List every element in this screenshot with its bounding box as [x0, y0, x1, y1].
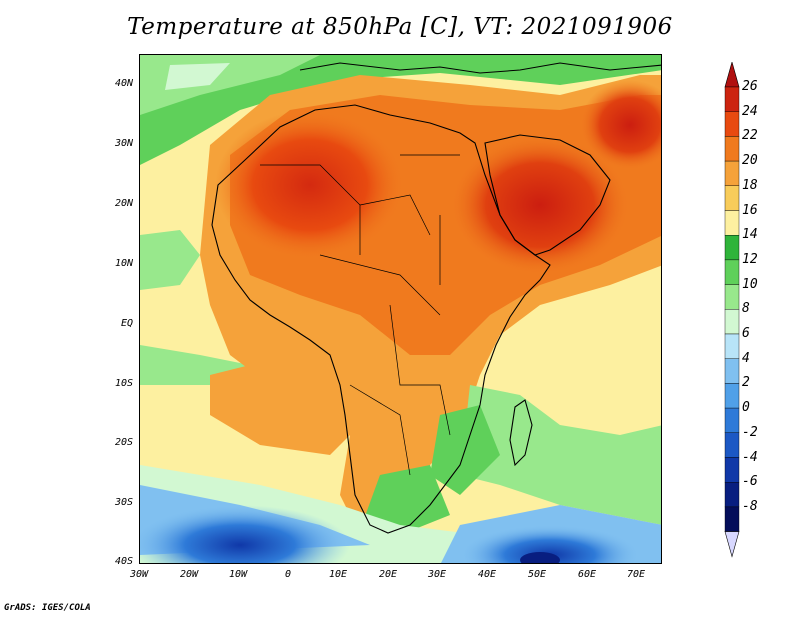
lat-tick: 10N [114, 258, 133, 269]
lon-tick: 50E [527, 569, 547, 580]
colorbar-top-arrow [724, 62, 740, 88]
colorbar-cell [724, 259, 740, 285]
arabia-hot-core [450, 135, 630, 275]
north-cool-band [140, 55, 661, 165]
colorbar-label: 18 [742, 177, 758, 193]
colorbar [724, 62, 740, 558]
credit-text: GrADS: IGES/COLA [4, 603, 91, 613]
colorbar-label: 20 [742, 153, 758, 169]
colorbar-cell [724, 383, 740, 409]
map-title: Temperature at 850hPa [C], VT: 202109190… [127, 14, 673, 40]
colorbar-label: 2 [742, 375, 750, 391]
colorbar-label: 12 [742, 251, 758, 267]
temperature-field [140, 55, 661, 563]
arabia-coastline [484, 134, 611, 256]
lon-tick: 60E [577, 569, 597, 580]
colorbar-label: -6 [742, 474, 758, 490]
lon-tick: 10E [328, 569, 348, 580]
colorbar-cells [724, 62, 740, 558]
colorbar-label: 26 [742, 79, 758, 94]
lat-tick: 30N [114, 138, 133, 149]
sahara-hot-core [215, 110, 405, 260]
colorbar-label: -2 [742, 424, 758, 440]
lon-tick: 0 [284, 569, 292, 580]
indian-ocean-cool [460, 385, 661, 525]
colorbar-cell [724, 136, 740, 162]
africa-coastline [211, 104, 551, 534]
lon-tick: 10W [228, 569, 248, 580]
colorbar-label: 6 [742, 326, 750, 341]
lat-tick: 20S [114, 437, 133, 448]
lat-tick: 30S [114, 497, 133, 508]
colorbar-label: 10 [742, 276, 758, 292]
lon-tick: 70E [626, 569, 646, 580]
colorbar-cell [724, 506, 740, 532]
south-atlantic-cold-core [140, 505, 350, 563]
lat-tick: 10S [114, 378, 133, 389]
south-africa-green [360, 465, 450, 535]
iran-hot-core [580, 80, 661, 170]
south-indian-cold-core [460, 525, 640, 563]
colorbar-cell [724, 457, 740, 483]
colorbar-label: 8 [742, 301, 750, 317]
temperature-map [139, 54, 662, 564]
colorbar-cell [724, 111, 740, 137]
lon-tick: 40E [477, 569, 497, 580]
lat-tick: 40S [114, 556, 133, 567]
colorbar-label: 24 [742, 103, 758, 119]
colorbar-bottom-arrow [724, 531, 740, 558]
colorbar-cell [724, 407, 740, 434]
colorbar-label: -4 [742, 449, 758, 465]
lat-tick: 40N [114, 78, 133, 89]
lat-tick: EQ [120, 318, 133, 329]
colorbar-label: 4 [742, 350, 750, 366]
south-atlantic-warm [210, 355, 360, 455]
colorbar-cell [724, 284, 740, 310]
colorbar-label: -8 [742, 498, 758, 514]
colorbar-cell [724, 432, 740, 458]
north-cold-spot [165, 63, 230, 90]
lon-tick: 30W [129, 569, 149, 580]
lat-tick: 20N [114, 198, 133, 209]
colorbar-cell [724, 210, 740, 236]
colorbar-cell [724, 86, 740, 112]
atlantic-cool-patch [140, 230, 200, 290]
lon-tick: 20E [378, 569, 398, 580]
colorbar-label: 14 [742, 227, 758, 243]
colorbar-cell [724, 234, 740, 261]
lon-tick: 20W [179, 569, 199, 580]
lon-tick: 30E [427, 569, 447, 580]
colorbar-cell [724, 185, 740, 211]
colorbar-label: 16 [742, 202, 758, 218]
colorbar-cell [724, 333, 740, 359]
country-borders [260, 154, 460, 476]
coldest-spot [520, 552, 560, 563]
colorbar-cell [724, 160, 740, 186]
colorbar-cell [724, 309, 740, 335]
europe-coastline [299, 62, 661, 74]
colorbar-label: 0 [742, 400, 750, 416]
madagascar-coastline [509, 399, 533, 467]
colorbar-cell [724, 482, 740, 508]
colorbar-cell [724, 358, 740, 384]
colorbar-label: 22 [742, 128, 758, 144]
